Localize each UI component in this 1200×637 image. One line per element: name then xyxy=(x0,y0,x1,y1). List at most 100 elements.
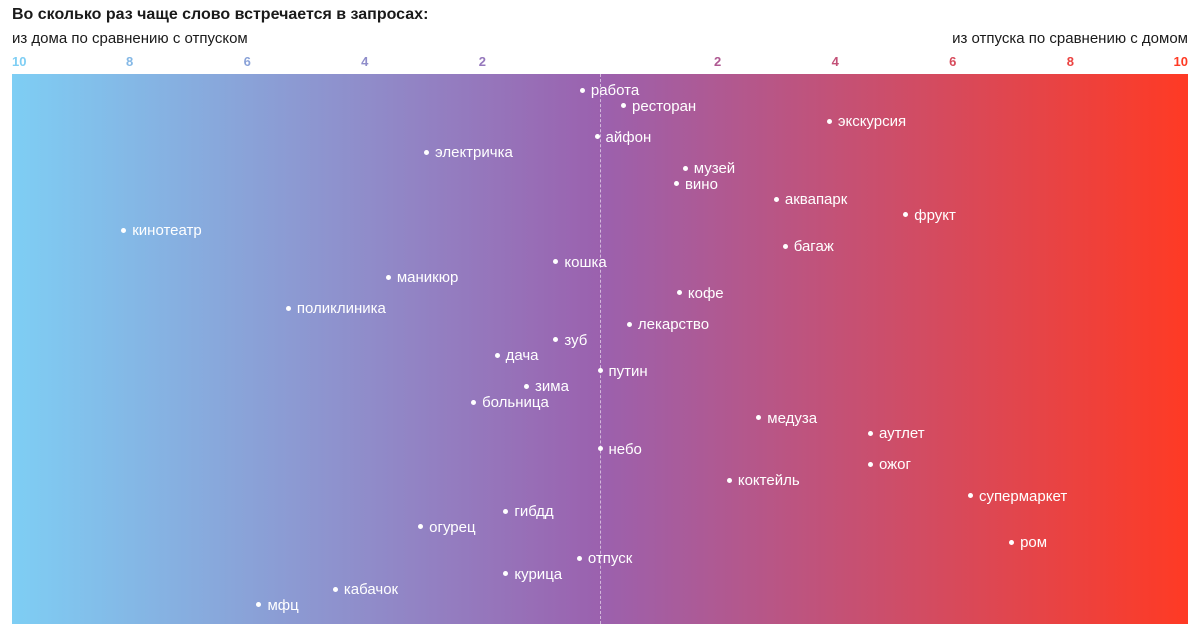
point-marker xyxy=(773,196,779,202)
point-marker xyxy=(418,524,424,530)
word-point: ром xyxy=(1009,534,1047,552)
point-marker xyxy=(597,446,603,452)
point-marker xyxy=(597,368,603,374)
word-point: ожог xyxy=(867,456,911,474)
point-marker xyxy=(424,149,430,155)
word-point: кошка xyxy=(553,254,607,272)
word-point: коктейль xyxy=(726,472,800,490)
point-label: курица xyxy=(514,565,563,583)
point-marker xyxy=(121,227,127,233)
point-marker xyxy=(682,165,688,171)
ratio-scale: 10 8 6 4 2 2 4 6 8 10 xyxy=(0,54,1200,72)
point-marker xyxy=(471,399,477,405)
word-point: поликлиника xyxy=(285,300,386,318)
tick-label: 4 xyxy=(361,54,369,69)
word-point: электричка xyxy=(424,144,513,162)
point-marker xyxy=(867,461,873,467)
point-marker xyxy=(553,337,559,343)
point-marker xyxy=(494,352,500,358)
tick-label: 10 xyxy=(12,54,27,69)
word-point: айфон xyxy=(594,129,651,147)
point-label: электричка xyxy=(435,144,513,162)
point-marker xyxy=(256,602,262,608)
tick-label: 4 xyxy=(831,54,839,69)
word-point: кинотеатр xyxy=(121,222,202,240)
word-point: зуб xyxy=(553,332,587,350)
point-marker xyxy=(579,87,585,93)
point-label: зима xyxy=(535,378,569,396)
point-marker xyxy=(524,383,529,389)
point-label: экскурсия xyxy=(837,113,907,131)
equal-frequency-line xyxy=(600,74,601,624)
tick-label: 6 xyxy=(949,54,957,69)
word-point: лекарство xyxy=(626,316,710,334)
point-marker xyxy=(676,290,682,296)
point-label: медуза xyxy=(767,409,818,427)
word-point: ресторан xyxy=(621,98,696,116)
word-point: экскурсия xyxy=(826,113,907,131)
tick-label: 6 xyxy=(243,54,251,69)
point-label: больница xyxy=(482,394,549,411)
word-point: огурец xyxy=(418,519,476,537)
chart-title: Во сколько раз чаще слово встречается в … xyxy=(12,6,429,23)
word-point: супермаркет xyxy=(967,487,1068,506)
point-marker xyxy=(503,571,509,577)
point-label: отпуск xyxy=(587,550,633,567)
point-label: кофе xyxy=(687,284,724,302)
point-label: аутлет xyxy=(878,425,925,443)
point-label: фрукт xyxy=(914,206,956,224)
point-marker xyxy=(826,118,832,124)
tick-label: 10 xyxy=(1173,54,1188,69)
point-marker xyxy=(626,321,632,327)
word-point: путин xyxy=(597,362,648,381)
point-marker xyxy=(756,415,762,421)
word-point: аквапарк xyxy=(773,191,848,209)
point-label: зуб xyxy=(564,331,588,349)
point-label: путин xyxy=(608,362,648,380)
left-direction-label: из дома по сравнению с отпуском xyxy=(12,30,248,47)
point-marker xyxy=(332,586,338,592)
word-point: курица xyxy=(503,566,562,584)
word-point: медуза xyxy=(756,410,817,428)
tick-label: 8 xyxy=(1066,54,1075,69)
point-label: мфц xyxy=(267,596,299,614)
point-label: маникюр xyxy=(396,269,459,287)
point-label: ожог xyxy=(878,456,911,474)
point-label: работа xyxy=(590,82,640,99)
right-direction-label: из отпуска по сравнению с домом xyxy=(952,30,1188,47)
point-marker xyxy=(967,493,973,499)
point-marker xyxy=(594,134,600,140)
word-point: мфц xyxy=(256,596,299,615)
tick-label: 8 xyxy=(125,54,134,69)
point-marker xyxy=(285,305,291,311)
word-point: кофе xyxy=(676,284,724,303)
word-point: зима xyxy=(524,378,569,396)
word-points: работа ресторан экскурсия айфон электричка му… xyxy=(12,74,1188,624)
word-point: небо xyxy=(597,440,642,459)
word-point: музей xyxy=(682,160,735,178)
word-point: кабачок xyxy=(332,581,399,599)
word-point: дача xyxy=(494,347,539,365)
point-label: багаж xyxy=(793,238,834,255)
point-label: коктейль xyxy=(737,472,800,489)
point-label: лекарство xyxy=(637,316,710,333)
tick-label: 2 xyxy=(478,54,487,69)
word-point: аутлет xyxy=(867,425,925,443)
word-point: вино xyxy=(673,176,718,194)
point-label: кабачок xyxy=(343,581,399,599)
tick-label: 2 xyxy=(713,54,722,69)
point-label: супермаркет xyxy=(978,487,1068,505)
point-label: дача xyxy=(505,347,539,365)
word-point: больница xyxy=(471,394,549,412)
word-point: отпуск xyxy=(576,550,633,568)
point-marker xyxy=(385,274,391,280)
point-label: поликлиника xyxy=(296,300,386,318)
point-marker xyxy=(782,243,788,249)
word-point: гибдд xyxy=(503,503,554,521)
point-label: аквапарк xyxy=(784,191,848,209)
point-marker xyxy=(621,103,627,109)
point-label: ресторан xyxy=(632,97,697,115)
point-marker xyxy=(673,181,679,187)
point-marker xyxy=(576,555,582,561)
point-label: небо xyxy=(608,440,642,458)
